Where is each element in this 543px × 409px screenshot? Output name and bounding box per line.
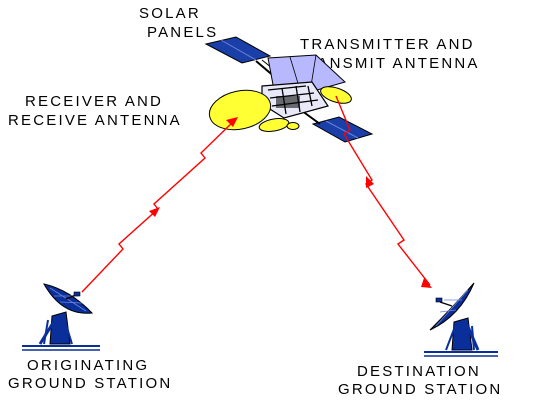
originating-label-line2: GROUND STATION <box>8 375 172 392</box>
downlink-arrowhead-mid <box>366 176 374 188</box>
receiver-label-line2: RECEIVE ANTENNA <box>8 112 182 129</box>
destination-label-line2: GROUND STATION <box>338 381 502 398</box>
uplink-arrowhead-mid <box>149 207 160 217</box>
receiver-label-line1: RECEIVER AND <box>25 93 163 110</box>
receive-antenna <box>208 89 272 131</box>
dish-antenna-icon-origin <box>38 283 94 345</box>
uplink-arrowhead-top <box>226 117 238 127</box>
solar-panels-label-line1: SOLAR <box>139 5 201 22</box>
solar-panels-label-line2: PANELS <box>147 24 218 41</box>
antenna-reflector-small <box>258 118 290 132</box>
satellite <box>204 36 374 143</box>
originating-label-line1: ORIGINATING <box>27 357 149 374</box>
downlink-signal <box>335 95 432 288</box>
uplink-signal-line <box>81 118 237 293</box>
transmitter-label-line2: TRANSMIT ANTENNA <box>293 55 480 72</box>
dish-antenna-icon-destination <box>429 282 480 351</box>
downlink-arrowhead-bottom <box>421 278 432 288</box>
antenna-reflector-right <box>320 86 352 104</box>
originating-ground-station <box>22 283 100 351</box>
destination-label-line1: DESTINATION <box>357 363 481 380</box>
uplink-signal <box>81 117 238 293</box>
destination-ground-station <box>424 282 498 357</box>
transmitter-label-line1: TRANSMITTER AND <box>300 36 475 53</box>
